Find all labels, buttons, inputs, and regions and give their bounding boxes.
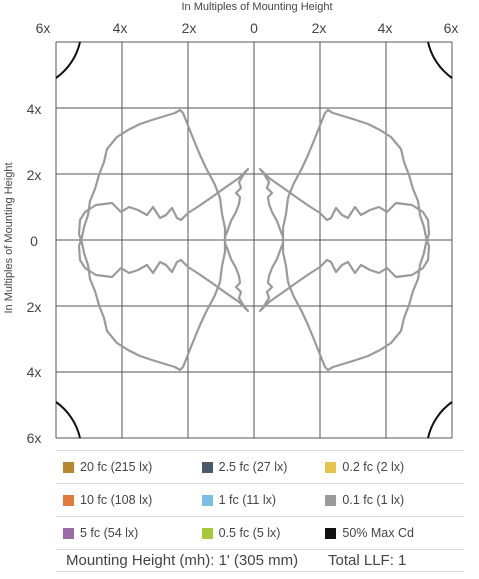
- y-tick-label: 0: [30, 233, 38, 249]
- legend-label: 2.5 fc (27 lx): [218, 460, 288, 474]
- legend-label: 5 fc (54 lx): [80, 526, 139, 540]
- legend-item: 10 fc (108 lx): [56, 493, 202, 507]
- legend-swatch: [63, 494, 74, 506]
- legend-swatch: [63, 527, 74, 539]
- isofootcandle-contours: [77, 108, 431, 372]
- legend-item: 2.5 fc (27 lx): [201, 460, 326, 474]
- contour-bottom-left: [77, 167, 250, 372]
- max-cd-arc: [427, 41, 453, 79]
- legend-row: 5 fc (54 lx) 0.5 fc (5 lx) 50% Max Cd: [56, 517, 464, 550]
- max-cd-arc: [427, 401, 453, 439]
- legend-label: 50% Max Cd: [342, 526, 414, 540]
- isofootcandle-plot: In Multiples of Mounting Height In Multi…: [3, 1, 459, 446]
- y-tick-label: 6x: [27, 430, 42, 446]
- legend-item: 5 fc (54 lx): [56, 526, 202, 540]
- legend: 20 fc (215 lx) 2.5 fc (27 lx) 0.2 fc (2 …: [56, 450, 464, 550]
- total-llf-text: Total LLF: 1: [328, 551, 407, 569]
- x-tick-label: 6x: [36, 20, 51, 36]
- contour-top-left: [77, 108, 250, 313]
- y-tick-label: 4x: [27, 364, 42, 380]
- y-tick-label: 2x: [27, 299, 42, 315]
- legend-item: 0.5 fc (5 lx): [201, 526, 326, 540]
- legend-label: 10 fc (108 lx): [80, 493, 153, 507]
- legend-swatch: [325, 527, 337, 539]
- legend-item: 20 fc (215 lx): [56, 460, 202, 474]
- y-tick-labels: 4x 2x 0 2x 4x 6x: [27, 101, 42, 446]
- legend-label: 0.5 fc (5 lx): [218, 526, 281, 540]
- contour-bottom-right: [258, 167, 431, 372]
- legend-item: 50% Max Cd: [325, 526, 464, 540]
- legend-item: 0.2 fc (2 lx): [325, 460, 464, 474]
- x-tick-label: 0: [250, 20, 258, 36]
- legend-label: 20 fc (215 lx): [80, 460, 153, 474]
- top-axis-title: In Multiples of Mounting Height: [181, 1, 332, 13]
- footer-info: Mounting Height (mh): 1' (305 mm) Total …: [56, 549, 464, 572]
- y-tick-label: 2x: [27, 167, 42, 183]
- legend-swatch: [325, 494, 337, 506]
- legend-row: 10 fc (108 lx) 1 fc (11 lx) 0.1 fc (1 lx…: [56, 484, 464, 517]
- legend-item: 0.1 fc (1 lx): [325, 493, 464, 507]
- legend-label: 0.1 fc (1 lx): [342, 493, 405, 507]
- max-cd-arc: [55, 41, 81, 79]
- legend-swatch: [201, 461, 213, 473]
- left-axis-title: In Multiples of Mounting Height: [3, 162, 15, 313]
- max-cd-arcs: [55, 41, 453, 439]
- x-tick-label: 2x: [182, 20, 197, 36]
- x-tick-label: 6x: [444, 20, 459, 36]
- legend-swatch: [201, 527, 213, 539]
- legend-row: 20 fc (215 lx) 2.5 fc (27 lx) 0.2 fc (2 …: [56, 451, 464, 484]
- legend-swatch: [201, 494, 213, 506]
- contour-top-right: [258, 108, 431, 313]
- y-tick-label: 4x: [27, 101, 42, 117]
- x-tick-label: 4x: [113, 20, 128, 36]
- x-tick-label: 4x: [378, 20, 393, 36]
- legend-label: 0.2 fc (2 lx): [342, 460, 405, 474]
- x-tick-labels: 6x 4x 2x 0 2x 4x 6x: [36, 20, 459, 36]
- legend-swatch: [325, 461, 337, 473]
- legend-label: 1 fc (11 lx): [218, 493, 277, 507]
- plot-grid: [55, 41, 453, 439]
- legend-swatch: [63, 461, 74, 473]
- max-cd-arc: [55, 401, 81, 439]
- legend-item: 1 fc (11 lx): [201, 493, 326, 507]
- mounting-height-text: Mounting Height (mh): 1' (305 mm): [66, 551, 299, 569]
- x-tick-label: 2x: [312, 20, 327, 36]
